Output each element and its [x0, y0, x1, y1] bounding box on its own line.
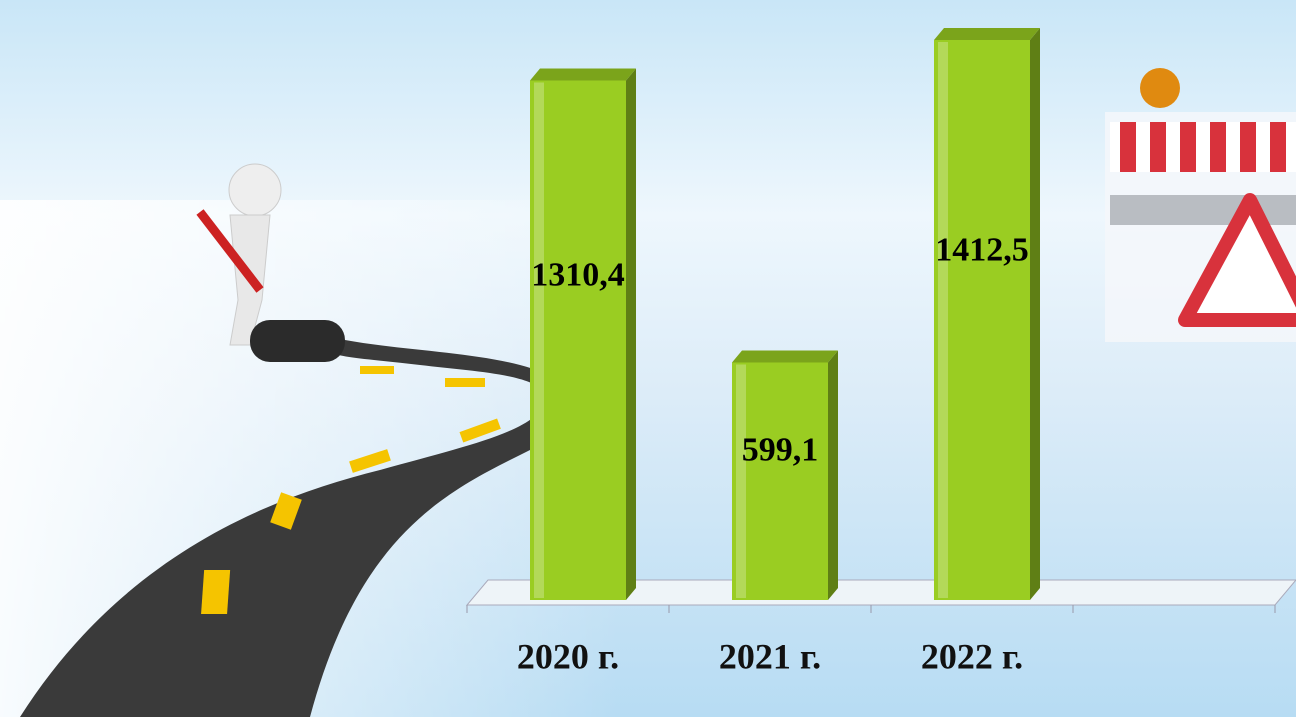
data-label: 1412,5 [935, 232, 1029, 269]
data-label: 1310,4 [531, 257, 625, 294]
data-label: 599,1 [742, 432, 819, 469]
x-tick-label: 2022 г. [921, 636, 1023, 676]
chart: 2020 г. 1310,4 2021 г. 599,1 2022 г. 1412,5 [0, 0, 1296, 717]
x-tick-label: 2020 г. [517, 636, 619, 676]
page: 2020 г.1310,42021 г.599,12022 г.1412,5 (… [0, 0, 1296, 717]
x-tick-label: 2021 г. [719, 636, 821, 676]
bar [530, 68, 636, 600]
bar [732, 350, 838, 600]
bar [934, 28, 1040, 600]
